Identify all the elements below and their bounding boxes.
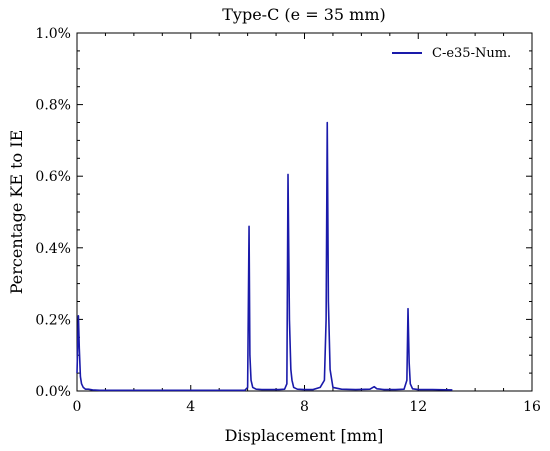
y-tick-label: 0.6%: [35, 169, 71, 185]
x-tick-label: 12: [409, 399, 427, 415]
x-tick-label: 16: [523, 399, 541, 415]
x-axis: 0 4 8 12 16: [73, 33, 541, 415]
y-tick-label: 1.0%: [35, 26, 71, 42]
y-axis-label: Percentage KE to IE: [7, 130, 26, 295]
series-line-0: [76, 121, 453, 392]
legend-label: C-e35-Num.: [432, 46, 511, 61]
y-axis: 0.0% 0.2% 0.4% 0.6% 0.8% 1.0%: [35, 26, 532, 400]
x-tick-label: 0: [73, 399, 82, 415]
y-tick-label: 0.4%: [35, 241, 71, 257]
series-layer: [76, 121, 453, 392]
legend: C-e35-Num.: [392, 46, 511, 61]
x-axis-label: Displacement [mm]: [225, 426, 384, 445]
x-tick-label: 8: [300, 399, 309, 415]
chart-title: Type-C (e = 35 mm): [222, 5, 385, 24]
y-tick-label: 0.0%: [35, 384, 71, 400]
x-tick-label: 4: [186, 399, 195, 415]
plot-frame: [76, 32, 533, 392]
y-tick-label: 0.2%: [35, 312, 71, 328]
y-tick-label: 0.8%: [35, 98, 71, 114]
